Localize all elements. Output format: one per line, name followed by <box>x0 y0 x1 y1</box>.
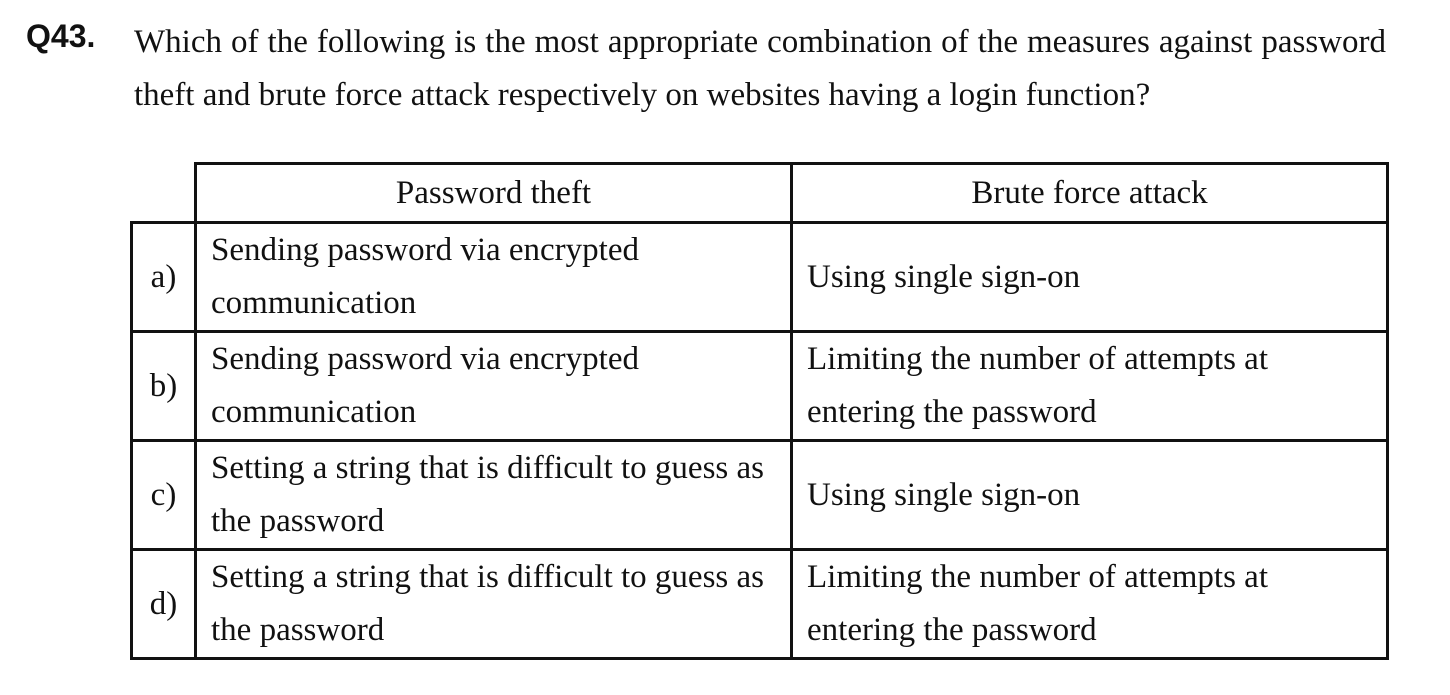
table-row: a) Sending password via encrypted commun… <box>130 221 1389 333</box>
brute-force-measure: Limiting the number of attempts at enter… <box>790 548 1389 660</box>
option-letter: c) <box>130 439 197 551</box>
option-letter: b) <box>130 330 197 442</box>
brute-force-measure: Limiting the number of attempts at enter… <box>790 330 1389 442</box>
header-brute-force-attack: Brute force attack <box>790 162 1389 224</box>
brute-force-measure: Using single sign-on <box>790 439 1389 551</box>
header-password-theft: Password theft <box>194 162 793 224</box>
option-letter: a) <box>130 221 197 333</box>
table-corner <box>131 163 196 224</box>
option-letter: d) <box>130 548 197 660</box>
password-theft-measure: Setting a string that is difficult to gu… <box>194 548 793 660</box>
brute-force-measure: Using single sign-on <box>790 221 1389 333</box>
password-theft-measure: Sending password via encrypted communica… <box>194 330 793 442</box>
answer-table: Password theft Brute force attack a) Sen… <box>130 162 1389 660</box>
question-text: Which of the following is the most appro… <box>134 24 1386 113</box>
table-row: c) Setting a string that is difficult to… <box>130 439 1389 551</box>
question-number: Q43. <box>26 18 96 54</box>
table-row: d) Setting a string that is difficult to… <box>130 548 1389 660</box>
password-theft-measure: Sending password via encrypted communica… <box>194 221 793 333</box>
password-theft-measure: Setting a string that is difficult to gu… <box>194 439 793 551</box>
table-row: b) Sending password via encrypted commun… <box>130 330 1389 442</box>
table-header-row: Password theft Brute force attack <box>131 162 1389 224</box>
